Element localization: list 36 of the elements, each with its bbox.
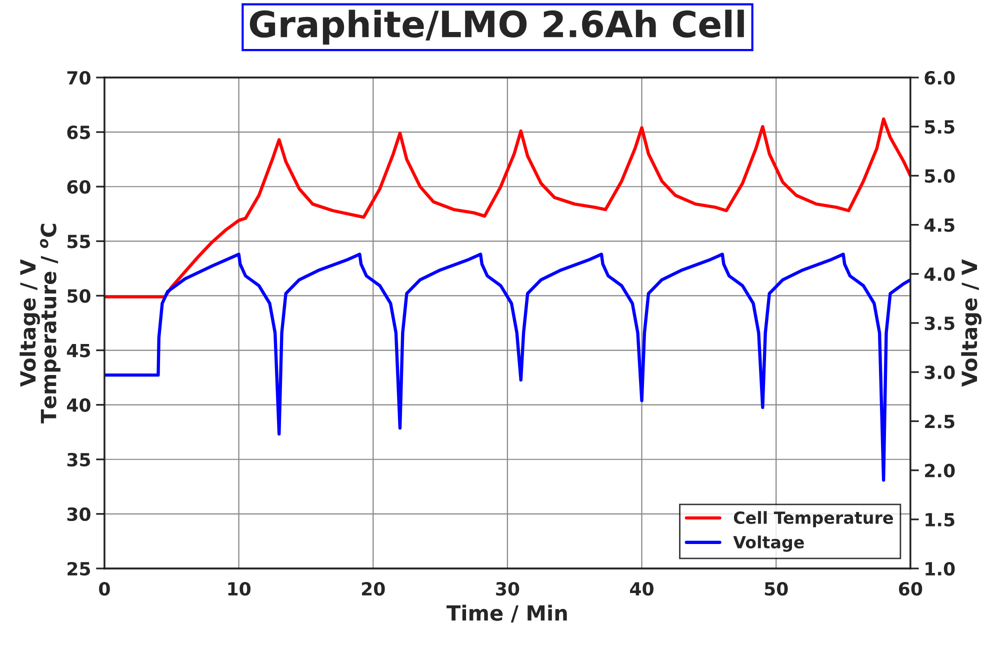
y2-tick-label: 3.0: [924, 366, 955, 380]
x-tick-label: 30: [496, 582, 520, 596]
y2-tick-label: 2.5: [925, 414, 954, 428]
y2-tick-label: 1.5: [926, 513, 954, 526]
y-tick-label: 30: [67, 507, 90, 522]
y-tick-label: 65: [67, 126, 90, 140]
y-tick-label: 40: [66, 398, 90, 412]
y-tick-label: 25: [68, 562, 90, 576]
x-axis-title: Time / Min: [446, 604, 567, 622]
x-tick-label: 20: [362, 582, 385, 596]
y2-tick-label: 1.0: [926, 562, 955, 576]
y-tick-label: 45: [66, 344, 90, 358]
legend-label: Cell Temperature: [734, 511, 893, 528]
y2-tick-label: 3.5: [924, 316, 954, 330]
x-tick-label: 40: [630, 582, 654, 596]
y-tick-label: 70: [67, 70, 90, 85]
y2-tick-label: 4.0: [924, 267, 955, 282]
y2-tick-label: 6.0: [924, 70, 955, 85]
y2-tick-label: 5.5: [925, 120, 954, 134]
chart-title: Graphite/LMO 2.6Ah Cell: [250, 10, 744, 45]
y-tick-label: 55: [68, 234, 90, 248]
y-tick-label: 50: [68, 289, 90, 303]
y-tick-label: 60: [67, 180, 90, 194]
y-tick-label: 35: [67, 452, 90, 466]
x-tick-label: 10: [228, 582, 250, 596]
x-tick-label: 60: [898, 582, 922, 596]
line-series: [104, 117, 910, 298]
x-tick-label: 50: [764, 582, 788, 596]
x-tick-label: 0: [99, 582, 110, 596]
y2-tick-label: 4.5: [924, 218, 954, 232]
y2-axis-title: Voltage / V: [961, 259, 982, 387]
y2-tick-label: 5.0: [925, 169, 955, 183]
legend-label: Voltage: [733, 536, 804, 552]
line-series: [104, 252, 910, 482]
y2-tick-label: 2.0: [925, 464, 955, 478]
y-axis-title: Voltage / V Temperature / $^{o}$C: [20, 224, 60, 424]
